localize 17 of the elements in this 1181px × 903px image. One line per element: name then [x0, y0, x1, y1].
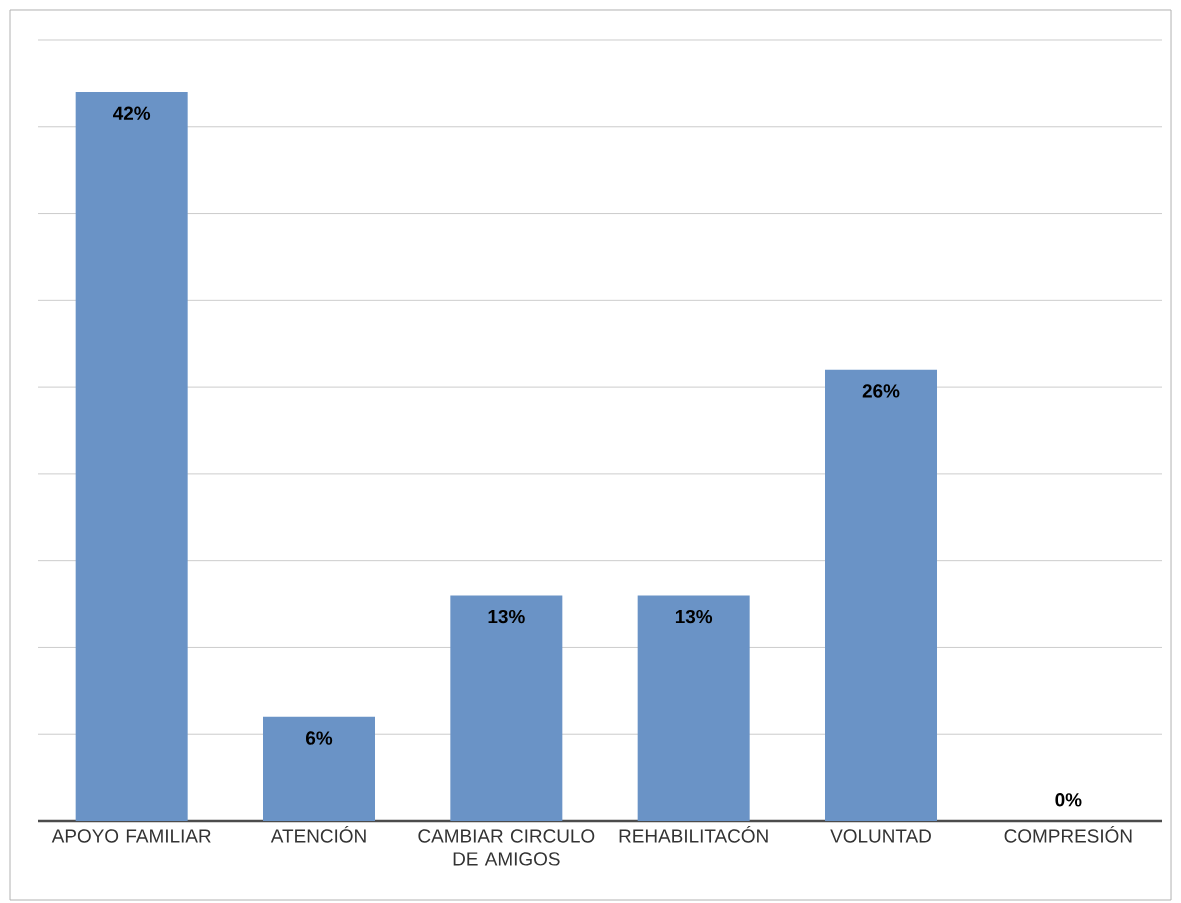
data-label: 13% [675, 609, 713, 624]
bar [75, 92, 188, 821]
data-label: 0% [1055, 793, 1082, 807]
bar [263, 716, 375, 821]
data-label: 26% [862, 384, 900, 398]
bar [825, 369, 937, 821]
data-label: 42% [113, 106, 151, 120]
x-tick-label: APOYO FAMILIAR [51, 829, 211, 843]
x-tick-label: CAMBIAR CIRCULO DE AMIGOS [418, 829, 595, 866]
x-tick-label: REHABILITACÓN [619, 826, 768, 843]
data-label: 6% [306, 731, 333, 745]
x-tick-label: VOLUNTAD [830, 829, 931, 843]
bar [637, 595, 750, 821]
data-label: 13% [488, 609, 525, 624]
bar [450, 595, 563, 821]
x-tick-label: ATENCIÓN [270, 826, 366, 843]
x-tick-label: COMPRESIÓN [1004, 826, 1132, 843]
